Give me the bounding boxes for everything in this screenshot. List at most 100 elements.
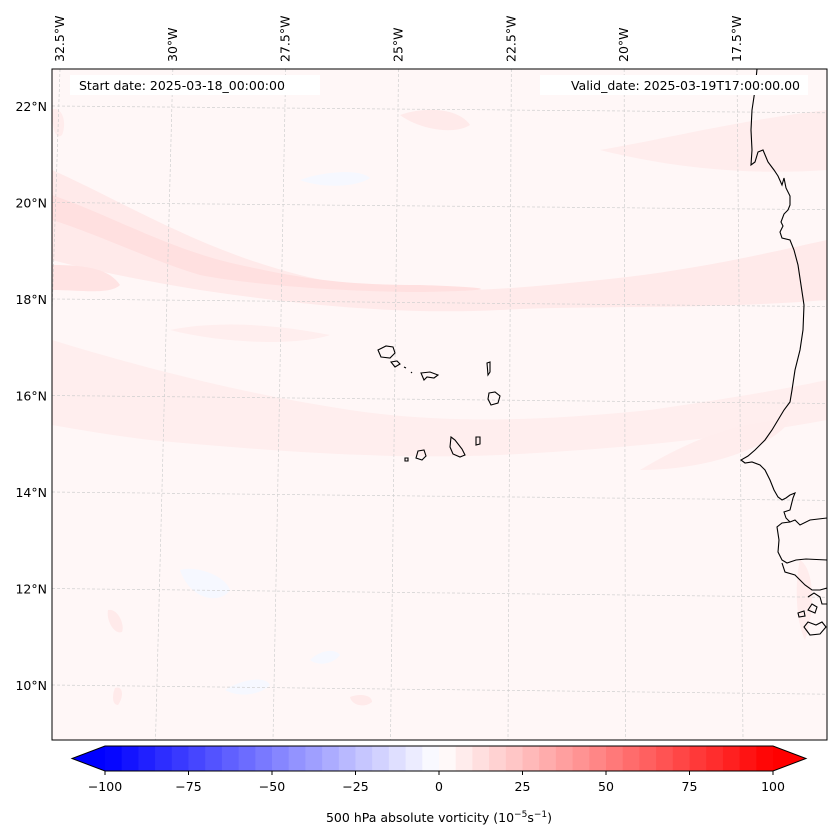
longitude-tick-label: 22.5°W bbox=[503, 16, 518, 62]
longitude-tick-label: 27.5°W bbox=[278, 16, 293, 62]
colorbar-label-exp2: −1 bbox=[534, 810, 547, 820]
colorbar-cell bbox=[238, 746, 256, 771]
map-frame bbox=[51, 68, 828, 741]
coastline-guinea bbox=[807, 592, 827, 605]
coastline-africa-south bbox=[776, 521, 827, 564]
latitude-tick-label: 10°N bbox=[15, 678, 47, 693]
colorbar-cell bbox=[522, 746, 540, 771]
colorbar-ticks: −100 −75 −50 −25 0 25 50 75 100 bbox=[88, 771, 785, 794]
colorbar-cell bbox=[689, 746, 707, 771]
colorbar-cell bbox=[472, 746, 490, 771]
map-panel: Start date: 2025-03-18_00:00:00 Valid_da… bbox=[51, 68, 828, 741]
longitude-tick-label: 32.5°W bbox=[52, 16, 67, 62]
colorbar-label-exp1: −5 bbox=[514, 810, 527, 820]
vorticity-band bbox=[170, 324, 330, 342]
vorticity-band bbox=[52, 265, 120, 292]
colorbar-label: 500 hPa absolute vorticity (10−5s−1) bbox=[326, 810, 552, 825]
island-sao-vicente bbox=[389, 360, 401, 368]
colorbar-extend-low bbox=[72, 746, 105, 771]
vorticity-blob-negative bbox=[300, 172, 370, 186]
colorbar-cell bbox=[272, 746, 290, 771]
colorbar-cell bbox=[322, 746, 340, 771]
colorbar-cell bbox=[121, 746, 139, 771]
start-date-label: Start date: 2025-03-18_00:00:00 bbox=[79, 78, 285, 93]
vorticity-band bbox=[52, 195, 481, 292]
coastline-guinea-bissau bbox=[781, 562, 827, 591]
colorbar-cell bbox=[672, 746, 691, 771]
latitude-gridline bbox=[52, 491, 827, 501]
latitude-tick-label: 20°N bbox=[15, 196, 47, 211]
latitude-gridline bbox=[52, 588, 827, 598]
longitude-tick-label: 20°W bbox=[616, 27, 631, 62]
longitude-gridline bbox=[52, 69, 61, 324]
longitude-gridline bbox=[272, 69, 287, 740]
island-sao-nicolau bbox=[420, 371, 440, 381]
longitude-gridline bbox=[507, 69, 512, 740]
vorticity-band bbox=[400, 109, 470, 131]
colorbar-cell bbox=[338, 746, 357, 771]
colorbar-cell bbox=[489, 746, 507, 771]
colorbar-tick-label: 0 bbox=[435, 779, 443, 794]
coastline-bijagos bbox=[797, 603, 827, 636]
vorticity-blob-negative bbox=[180, 568, 230, 599]
colorbar-cell bbox=[539, 746, 557, 771]
colorbar-cell bbox=[572, 746, 590, 771]
colorbar-cell bbox=[706, 746, 724, 771]
colorbar-cell bbox=[138, 746, 156, 771]
latitude-gridline bbox=[52, 684, 827, 695]
colorbar-cell bbox=[505, 746, 524, 771]
latitude-gridline bbox=[52, 298, 827, 307]
vorticity-band bbox=[52, 109, 65, 137]
valid-date-box bbox=[540, 75, 808, 95]
latitude-gridline bbox=[52, 202, 827, 211]
vorticity-band bbox=[52, 340, 827, 457]
colorbar-cell bbox=[606, 746, 624, 771]
colorbar-cell bbox=[105, 746, 123, 771]
colorbar-tick-label: 50 bbox=[598, 779, 614, 794]
island-santa-luzia bbox=[403, 366, 407, 369]
colorbar-cell bbox=[188, 746, 206, 771]
colorbar-cell bbox=[589, 746, 607, 771]
colorbar-label-main: 500 hPa absolute vorticity (10 bbox=[326, 810, 514, 825]
longitude-gridline bbox=[623, 69, 626, 740]
island-maio bbox=[475, 436, 481, 446]
colorbar-cell bbox=[455, 746, 473, 771]
longitude-gridline bbox=[390, 69, 399, 740]
longitude-tick-label: 25°W bbox=[391, 27, 406, 62]
colorbar-tick-label: −50 bbox=[259, 779, 285, 794]
island-razo bbox=[410, 371, 413, 374]
colorbar-cell bbox=[255, 746, 273, 771]
colorbar-cell bbox=[422, 746, 440, 771]
island-sal bbox=[486, 361, 491, 377]
colorbar-cell bbox=[656, 746, 674, 771]
coastline-africa bbox=[740, 69, 827, 526]
island-santo-antao bbox=[377, 345, 396, 359]
island-santiago bbox=[449, 435, 466, 458]
colorbar-cell bbox=[555, 746, 574, 771]
latitude-tick-label: 18°N bbox=[15, 292, 47, 307]
colorbar-cell bbox=[221, 746, 240, 771]
cape-verde-islands bbox=[377, 345, 501, 462]
latitude-gridline bbox=[52, 105, 827, 114]
longitude-gridline bbox=[155, 69, 174, 740]
colorbar-label-mid: s bbox=[527, 810, 534, 825]
colorbar-label-end: ) bbox=[547, 810, 552, 825]
colorbar-cell bbox=[756, 746, 774, 771]
latitude-labels: 22°N 20°N 18°N 16°N 14°N 12°N 10°N bbox=[15, 99, 47, 693]
latitude-tick-label: 14°N bbox=[15, 485, 47, 500]
latitude-tick-label: 22°N bbox=[15, 99, 47, 114]
colorbar-cell bbox=[739, 746, 757, 771]
colorbar-cell bbox=[372, 746, 390, 771]
longitude-tick-label: 30°W bbox=[165, 27, 180, 62]
colorbar-cell bbox=[288, 746, 306, 771]
island-fogo bbox=[415, 449, 427, 461]
vorticity-field bbox=[52, 109, 827, 706]
vorticity-band bbox=[600, 110, 827, 172]
vorticity-blob bbox=[113, 687, 122, 705]
colorbar-cells bbox=[105, 746, 774, 771]
map-gridlines bbox=[52, 69, 827, 740]
colorbar-tick-label: 100 bbox=[761, 779, 785, 794]
longitude-gridline bbox=[736, 69, 744, 740]
colorbar-tick-label: −75 bbox=[175, 779, 201, 794]
island-boa-vista bbox=[487, 391, 501, 406]
